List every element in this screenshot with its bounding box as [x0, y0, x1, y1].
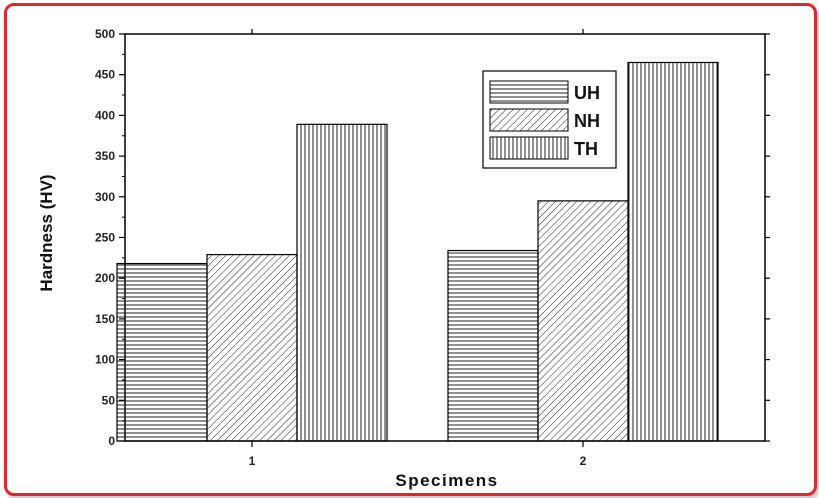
y-tick-label: 150 [95, 312, 115, 326]
bar-uh-2 [447, 249, 539, 442]
y-axis-title: Hardness (HV) [37, 174, 56, 291]
legend-label-uh: UH [574, 83, 600, 103]
y-tick-label: 200 [95, 271, 115, 285]
x-axis-title: Specimens [395, 471, 498, 490]
bar-nh-1 [206, 253, 298, 442]
legend-label-nh: NH [574, 111, 600, 131]
legend-swatch-uh [489, 80, 569, 104]
bars-group [116, 61, 719, 442]
y-tick-label: 50 [102, 393, 116, 407]
legend-swatch-nh [489, 108, 569, 132]
y-tick-label: 450 [95, 68, 115, 82]
bar-th-1 [296, 123, 388, 442]
x-tick-label: 1 [249, 454, 256, 468]
legend-label-th: TH [574, 139, 598, 159]
y-axis: 0 50 100 150 200 250 300 350 400 450 500 [95, 27, 770, 448]
bar-uh-1 [116, 262, 208, 442]
bar-nh-2 [537, 200, 629, 442]
y-tick-label: 0 [108, 434, 115, 448]
legend: UH NH TH [482, 70, 617, 169]
legend-swatch-th [489, 136, 569, 160]
y-tick-label: 250 [95, 231, 115, 245]
y-tick-label: 300 [95, 190, 115, 204]
y-tick-label: 100 [95, 353, 115, 367]
x-tick-label: 2 [580, 454, 587, 468]
bar-th-2 [627, 61, 719, 442]
y-tick-label: 400 [95, 108, 115, 122]
y-tick-label: 350 [95, 149, 115, 163]
y-tick-label: 500 [95, 27, 115, 41]
